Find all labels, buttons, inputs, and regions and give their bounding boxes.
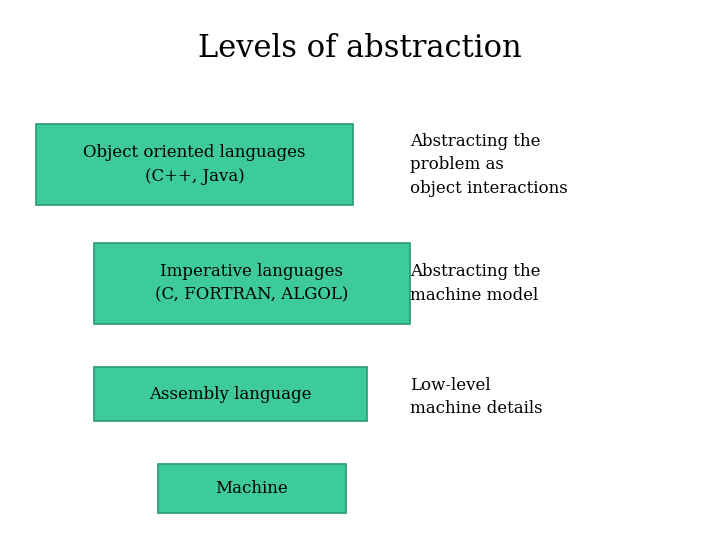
Text: Assembly language: Assembly language — [149, 386, 312, 403]
Text: Abstracting the
problem as
object interactions: Abstracting the problem as object intera… — [410, 133, 568, 197]
FancyBboxPatch shape — [158, 464, 346, 513]
Text: Abstracting the
machine model: Abstracting the machine model — [410, 263, 541, 303]
Text: Object oriented languages
(C++, Java): Object oriented languages (C++, Java) — [83, 145, 306, 185]
FancyBboxPatch shape — [94, 243, 410, 324]
FancyBboxPatch shape — [36, 124, 353, 205]
Text: Imperative languages
(C, FORTRAN, ALGOL): Imperative languages (C, FORTRAN, ALGOL) — [156, 263, 348, 303]
Text: Machine: Machine — [215, 480, 289, 497]
Text: Levels of abstraction: Levels of abstraction — [198, 33, 522, 64]
FancyBboxPatch shape — [94, 367, 367, 421]
Text: Low-level
machine details: Low-level machine details — [410, 377, 543, 417]
